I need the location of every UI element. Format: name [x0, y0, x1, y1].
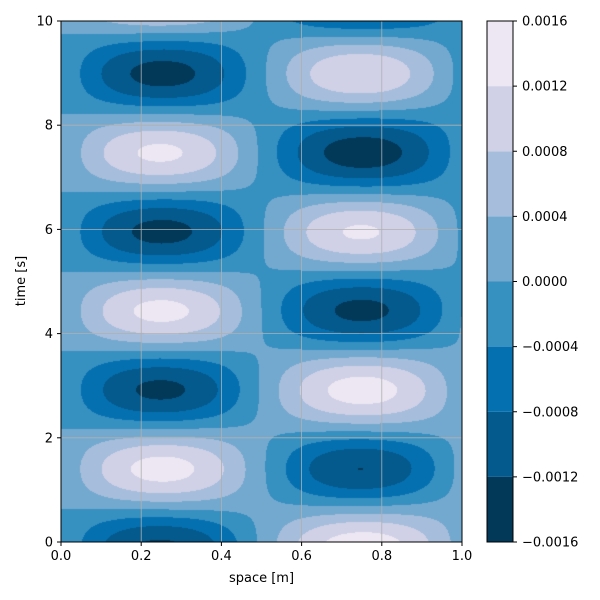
x-axis-ticks: 0.0 0.2 0.4 0.6 0.8 1.0 [51, 542, 473, 564]
colorbar-band [487, 346, 513, 412]
y-tick-label: 2 [45, 431, 53, 446]
colorbar-band [487, 281, 513, 347]
colorbar-ticks: −0.0016 −0.0012 −0.0008 −0.0004 0.0000 0.0004… [513, 15, 578, 551]
colorbar-tick-label: 0.0016 [522, 15, 568, 30]
x-axis-label: space [m] [229, 571, 294, 586]
x-tick-label: 0.6 [291, 549, 312, 564]
y-tick-label: 6 [45, 223, 53, 238]
plot-frame [60, 20, 463, 543]
contour-field [61, 21, 462, 542]
plot-area [60, 20, 463, 543]
colorbar-band [487, 151, 513, 217]
colorbar-tick-label: 0.0004 [522, 210, 568, 225]
colorbar [486, 20, 514, 543]
colorbar-tick-label: −0.0012 [522, 470, 578, 485]
x-tick-label: 1.0 [452, 549, 473, 564]
y-tick-label: 8 [45, 119, 53, 134]
colorbar-tick-label: −0.0008 [522, 405, 578, 420]
y-tick-label: 4 [45, 327, 53, 342]
x-tick-label: 0.4 [211, 549, 232, 564]
colorbar-band [487, 86, 513, 152]
colorbar-tick-label: −0.0004 [522, 340, 578, 355]
colorbar-band [487, 21, 513, 87]
y-axis-ticks: 0 2 4 6 8 10 [36, 15, 61, 551]
colorbar-band [487, 476, 513, 542]
y-tick-label: 0 [45, 536, 53, 551]
y-tick-label: 10 [36, 15, 53, 30]
colorbar-band [487, 411, 513, 477]
colorbar-tick-label: 0.0008 [522, 145, 568, 160]
y-axis-label: time [s] [14, 256, 29, 306]
x-tick-label: 0.8 [371, 549, 392, 564]
colorbar-tick-label: −0.0016 [522, 536, 578, 551]
colorbar-tick-label: 0.0000 [522, 275, 568, 290]
colorbar-tick-label: 0.0012 [522, 80, 568, 95]
x-tick-label: 0.2 [131, 549, 152, 564]
colorbar-band [487, 216, 513, 282]
x-tick-label: 0.0 [51, 549, 72, 564]
